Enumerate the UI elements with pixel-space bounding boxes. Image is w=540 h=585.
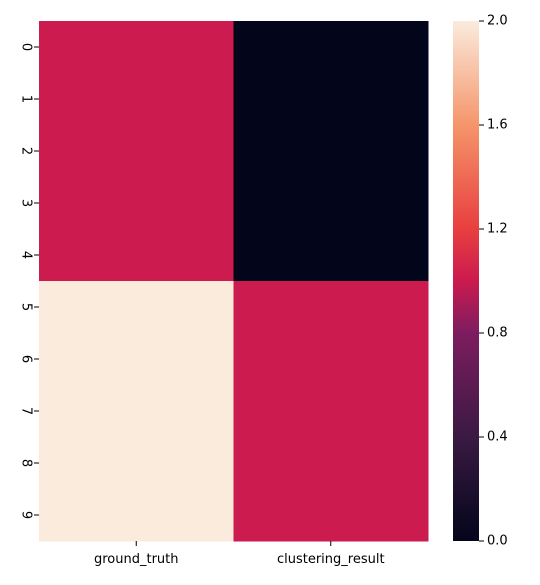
heatmap-cell [233,333,429,386]
heatmap-cell [233,385,429,438]
heatmap-cell [233,281,429,334]
heatmap-cell [39,281,234,334]
x-tick-label: clustering_result [277,552,385,567]
colorbar-tick-label: 0.0 [487,534,508,549]
heatmap-cell [233,177,429,230]
y-tick-label: 8 [19,459,34,467]
colorbar-gradient [453,21,479,541]
x-tick-label: ground_truth [94,552,179,567]
heatmap-cell [233,73,429,126]
y-tick-label: 3 [19,199,34,207]
y-tick-label: 2 [19,147,34,155]
y-tick-label: 9 [19,511,34,519]
heatmap-cell [39,125,234,178]
heatmap-cell [39,177,234,230]
heatmap-cell [39,333,234,386]
heatmap-cell [39,73,234,126]
y-tick-label: 0 [19,43,34,51]
y-tick-label: 1 [19,95,34,103]
x-axis: ground_truth clustering_result [94,541,385,567]
colorbar: 0.0 0.4 0.8 1.2 1.6 2.0 [453,14,508,549]
colorbar-tick-label: 1.2 [487,222,508,237]
heatmap-cell [233,489,429,542]
colorbar-tick-label: 0.4 [487,430,508,445]
heatmap-cells [39,21,429,542]
y-tick-label: 4 [19,251,34,259]
y-tick-label: 7 [19,407,34,415]
heatmap-cell [39,437,234,490]
y-tick-label: 6 [19,355,34,363]
heatmap-cell [39,385,234,438]
heatmap-cell [233,125,429,178]
heatmap-cell [233,437,429,490]
y-tick-label: 5 [19,303,34,311]
heatmap-cell [39,21,234,74]
colorbar-tick-label: 2.0 [487,14,508,29]
heatmap-cell [233,21,429,74]
colorbar-tick-label: 1.6 [487,118,508,133]
heatmap-cell [233,229,429,282]
y-axis: 0 1 2 3 4 5 6 7 8 9 [19,43,39,519]
heatmap-cell [39,489,234,542]
colorbar-tick-label: 0.8 [487,326,508,341]
heatmap-cell [39,229,234,282]
